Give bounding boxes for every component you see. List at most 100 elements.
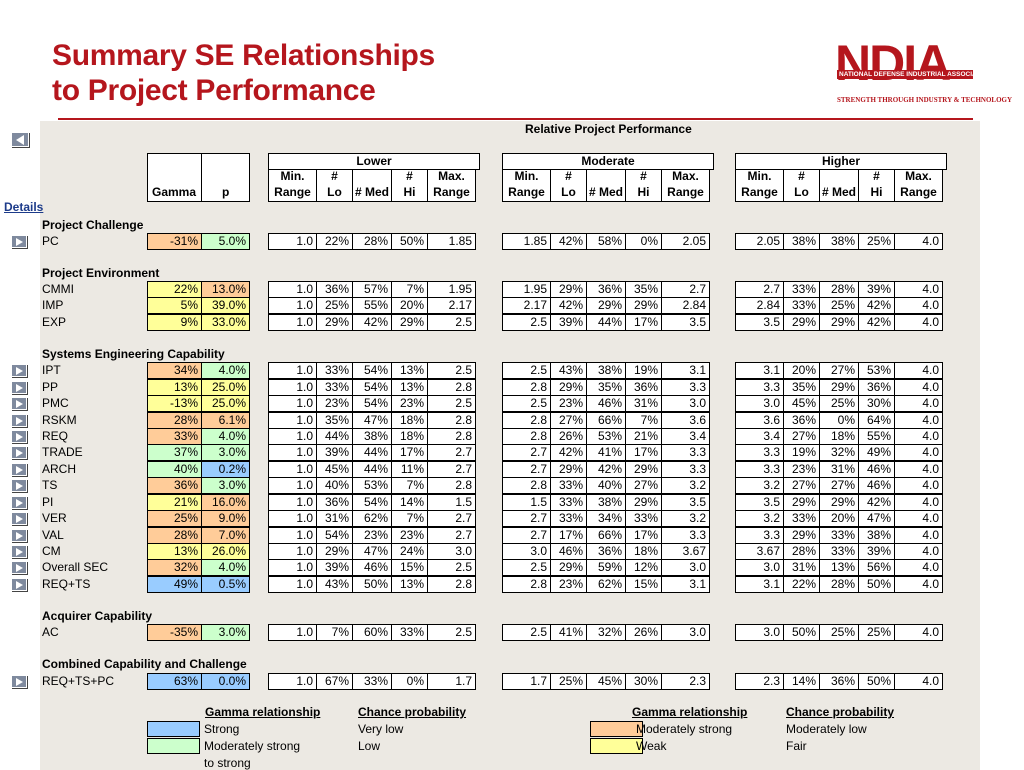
moderate-cell: 3.1 bbox=[661, 362, 710, 379]
p-cell: 3.0% bbox=[201, 444, 250, 461]
gamma-cell: 49% bbox=[147, 576, 202, 593]
subheader-cell bbox=[735, 169, 784, 202]
lower-cell: 2.8 bbox=[427, 379, 476, 396]
row-nav-arrow-icon[interactable] bbox=[11, 430, 27, 443]
moderate-cell: 3.6 bbox=[661, 412, 710, 429]
row-nav-arrow-icon[interactable] bbox=[11, 578, 27, 591]
row-nav-arrow-icon[interactable] bbox=[11, 529, 27, 542]
moderate-cell: 25% bbox=[550, 673, 587, 690]
lower-cell: 1.0 bbox=[268, 314, 317, 331]
ndia-logo: NDIA NATIONAL DEFENSE INDUSTRIAL ASSOCIA… bbox=[835, 35, 1012, 106]
lower-cell: 2.7 bbox=[427, 444, 476, 461]
row-nav-arrow-icon[interactable] bbox=[11, 479, 27, 492]
details-link[interactable]: Details bbox=[4, 200, 44, 214]
lower-cell: 22% bbox=[316, 233, 353, 250]
lower-cell: 0% bbox=[391, 673, 428, 690]
row-label: VAL bbox=[42, 528, 64, 542]
row-nav-arrow-icon[interactable] bbox=[11, 561, 27, 574]
page-title: Summary SE Relationships to Project Perf… bbox=[52, 38, 435, 108]
moderate-cell: 3.0 bbox=[502, 543, 551, 560]
row-nav-arrow-icon[interactable] bbox=[11, 397, 27, 410]
higher-cell: 14% bbox=[783, 673, 820, 690]
lower-cell: 55% bbox=[352, 297, 392, 314]
subheader-cell bbox=[819, 169, 859, 202]
higher-cell: 55% bbox=[858, 428, 895, 445]
gamma-cell: 33% bbox=[147, 428, 202, 445]
moderate-cell: 36% bbox=[586, 543, 626, 560]
subheader-top: # bbox=[565, 169, 572, 183]
higher-cell: 2.3 bbox=[735, 673, 784, 690]
higher-cell: 4.0 bbox=[894, 362, 943, 379]
lower-cell: 54% bbox=[352, 362, 392, 379]
moderate-cell: 1.85 bbox=[502, 233, 551, 250]
p-cell: 0.2% bbox=[201, 461, 250, 478]
lower-cell: 1.0 bbox=[268, 543, 317, 560]
higher-cell: 29% bbox=[819, 379, 859, 396]
higher-cell: 42% bbox=[858, 494, 895, 511]
higher-cell: 4.0 bbox=[894, 297, 943, 314]
moderate-cell: 3.1 bbox=[661, 576, 710, 593]
higher-cell: 49% bbox=[858, 444, 895, 461]
moderate-cell: 29% bbox=[625, 461, 662, 478]
subheader-bottom: # Med bbox=[821, 185, 856, 199]
row-nav-arrow-icon[interactable] bbox=[11, 496, 27, 509]
row-nav-arrow-icon[interactable] bbox=[11, 364, 27, 377]
higher-cell: 28% bbox=[819, 576, 859, 593]
moderate-cell: 17% bbox=[625, 527, 662, 544]
higher-cell: 38% bbox=[858, 527, 895, 544]
moderate-cell: 66% bbox=[586, 527, 626, 544]
row-label: REQ+TS bbox=[42, 577, 91, 591]
higher-cell: 3.1 bbox=[735, 362, 784, 379]
row-nav-arrow-icon[interactable] bbox=[11, 414, 27, 427]
p-header bbox=[201, 153, 250, 202]
moderate-cell: 1.95 bbox=[502, 281, 551, 298]
moderate-cell: 2.8 bbox=[502, 576, 551, 593]
row-label: REQ+TS+PC bbox=[42, 674, 115, 688]
higher-cell: 4.0 bbox=[894, 576, 943, 593]
row-label: PP bbox=[42, 380, 59, 394]
row-nav-arrow-icon[interactable] bbox=[11, 545, 27, 558]
lower-cell: 33% bbox=[316, 379, 353, 396]
higher-cell: 39% bbox=[858, 543, 895, 560]
subheader-bottom: Lo bbox=[561, 185, 576, 199]
lower-cell: 2.5 bbox=[427, 362, 476, 379]
group-label-higher: Higher bbox=[821, 154, 860, 168]
row-nav-arrow-icon[interactable] bbox=[11, 446, 27, 459]
row-nav-arrow-icon[interactable] bbox=[11, 512, 27, 525]
higher-cell: 32% bbox=[819, 444, 859, 461]
subheader-cell bbox=[268, 169, 317, 202]
logo-tagline: STRENGTH THROUGH INDUSTRY & TECHNOLOGY bbox=[837, 96, 1013, 104]
moderate-cell: 2.5 bbox=[502, 362, 551, 379]
subheader-bottom: Hi bbox=[637, 185, 650, 199]
row-label: AC bbox=[42, 625, 59, 639]
legend-gamma-text: Moderately strong bbox=[636, 722, 733, 736]
subheader-top: # bbox=[406, 169, 413, 183]
back-arrow-icon[interactable] bbox=[11, 132, 29, 147]
higher-cell: 4.0 bbox=[894, 673, 943, 690]
higher-cell: 29% bbox=[783, 314, 820, 331]
subheader-top: Max. bbox=[905, 169, 932, 183]
higher-cell: 29% bbox=[783, 527, 820, 544]
subheader-cell bbox=[391, 169, 428, 202]
moderate-cell: 35% bbox=[586, 379, 626, 396]
moderate-cell: 45% bbox=[586, 673, 626, 690]
higher-cell: 0% bbox=[819, 412, 859, 429]
gamma-cell: 21% bbox=[147, 494, 202, 511]
row-nav-arrow-icon[interactable] bbox=[11, 463, 27, 476]
row-nav-arrow-icon[interactable] bbox=[11, 381, 27, 394]
subheader-bottom: # Med bbox=[354, 185, 389, 199]
moderate-cell: 2.7 bbox=[502, 527, 551, 544]
moderate-cell: 59% bbox=[586, 559, 626, 576]
lower-cell: 33% bbox=[316, 362, 353, 379]
logo-letters: NDIA bbox=[835, 35, 951, 91]
higher-cell: 50% bbox=[783, 624, 820, 641]
moderate-cell: 2.8 bbox=[502, 412, 551, 429]
subheader-bottom: Range bbox=[900, 185, 937, 199]
moderate-cell: 21% bbox=[625, 428, 662, 445]
lower-cell: 2.8 bbox=[427, 412, 476, 429]
row-nav-arrow-icon[interactable] bbox=[11, 675, 27, 688]
row-nav-arrow-icon[interactable] bbox=[11, 235, 27, 248]
gamma-header-label: Gamma bbox=[152, 185, 197, 199]
gamma-cell: 13% bbox=[147, 543, 202, 560]
higher-cell: 39% bbox=[858, 281, 895, 298]
